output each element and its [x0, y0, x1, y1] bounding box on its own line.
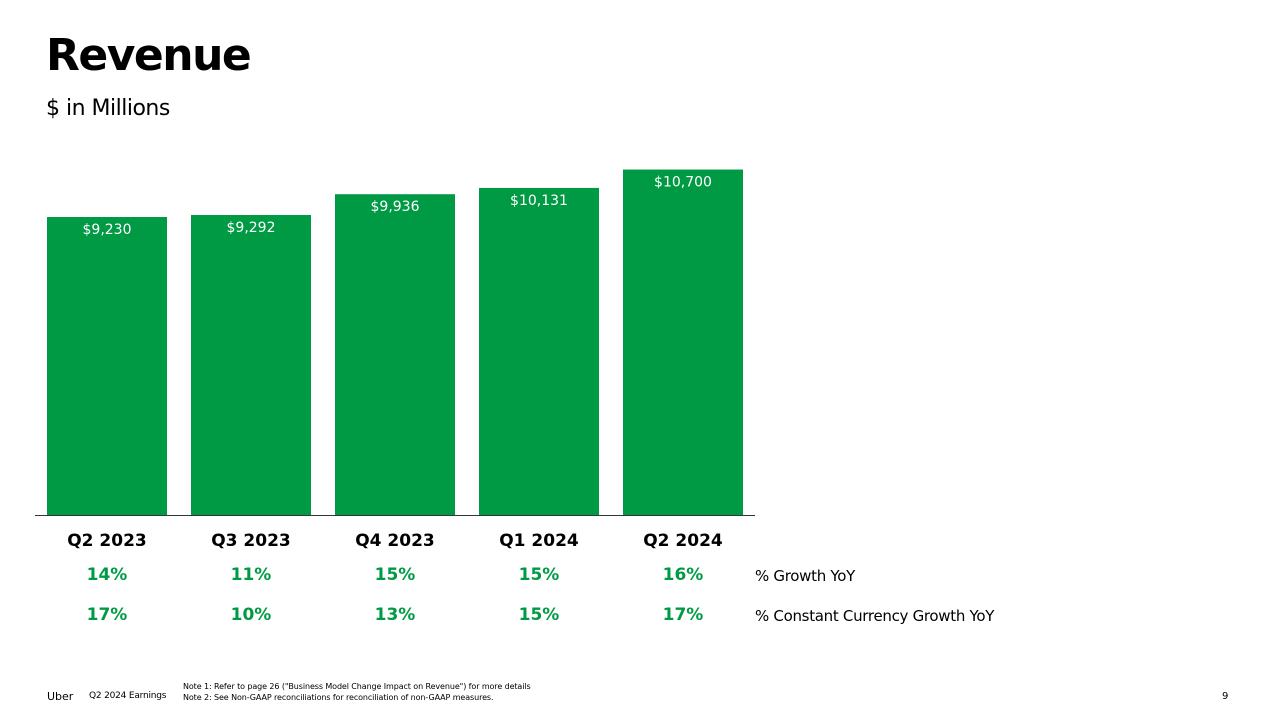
revenue-bar-chart: $9,230 Q2 2023 $9,292 Q3 2023 $9,936 Q4 2023 $… [35, 169, 755, 551]
growth-value: 17% [662, 605, 704, 625]
report-name: Q2 2024 Earnings [89, 691, 167, 701]
growth-value: 15% [518, 605, 560, 625]
bar-value-label: $10,700 [654, 175, 712, 191]
bar-q4-2023 [335, 194, 455, 516]
growth-value: 16% [662, 565, 704, 585]
bar-q1-2024 [479, 187, 599, 516]
bar-value-label: $9,292 [227, 220, 276, 236]
growth-row-label: % Growth YoY [755, 567, 855, 585]
bar-value-label: $9,936 [371, 199, 420, 215]
footnotes: Note 1: Refer to page 26 ("Business Mode… [183, 681, 531, 703]
footnote-2: Note 2: See Non-GAAP reconciliations for… [183, 693, 494, 702]
category-label: Q4 2023 [355, 531, 435, 551]
bar-value-label: $10,131 [510, 193, 568, 209]
brand-name: Uber [47, 690, 74, 703]
category-label: Q2 2023 [67, 531, 147, 551]
growth-value: 11% [230, 565, 272, 585]
page-subtitle: $ in Millions [46, 96, 170, 121]
footnote-1: Note 1: Refer to page 26 ("Business Mode… [183, 682, 531, 691]
growth-value: 17% [86, 605, 128, 625]
category-label: Q2 2024 [643, 531, 723, 551]
bar-value-label: $9,230 [83, 222, 132, 238]
growth-value: 15% [374, 565, 416, 585]
growth-row-label: % Constant Currency Growth YoY [755, 607, 995, 625]
growth-value: 10% [230, 605, 272, 625]
bar-q2-2023 [47, 217, 167, 515]
growth-value: 15% [518, 565, 560, 585]
category-label: Q1 2024 [499, 531, 579, 551]
page-title: Revenue [46, 30, 252, 81]
growth-value: 13% [374, 605, 416, 625]
growth-value: 14% [86, 565, 128, 585]
page-number: 9 [1222, 691, 1229, 702]
bar-q2-2024 [623, 169, 743, 515]
category-label: Q3 2023 [211, 531, 291, 551]
bar-q3-2023 [191, 214, 311, 515]
